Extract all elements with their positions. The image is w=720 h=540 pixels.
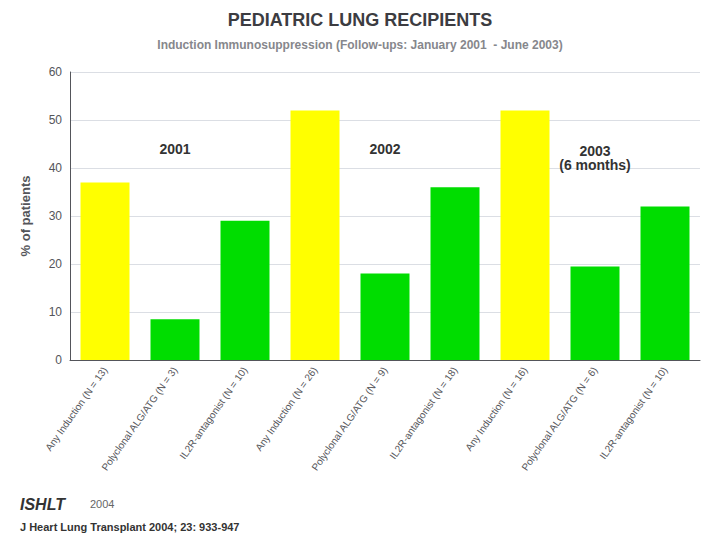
svg-text:60: 60 — [49, 65, 63, 79]
svg-text:% of patients: % of patients — [18, 176, 33, 257]
svg-text:Any Induction (N = 13): Any Induction (N = 13) — [43, 365, 109, 453]
svg-text:Polyclonal ALG/ATG (N = 6): Polyclonal ALG/ATG (N = 6) — [519, 365, 599, 473]
svg-text:Any Induction (N = 16): Any Induction (N = 16) — [463, 365, 529, 453]
svg-text:Polyclonal ALG/ATG (N = 3): Polyclonal ALG/ATG (N = 3) — [99, 365, 179, 473]
svg-text:10: 10 — [49, 305, 63, 319]
svg-text:(6 months): (6 months) — [559, 157, 631, 173]
svg-text:0: 0 — [55, 353, 62, 367]
svg-text:IL2R-antagonist (N = 10): IL2R-antagonist (N = 10) — [177, 365, 249, 461]
svg-text:2004: 2004 — [90, 498, 114, 510]
svg-text:Any Induction (N = 26): Any Induction (N = 26) — [253, 365, 319, 453]
svg-text:ISHLT: ISHLT — [20, 496, 66, 513]
svg-text:IL2R-antagonist (N = 10): IL2R-antagonist (N = 10) — [597, 365, 669, 461]
svg-text:2002: 2002 — [369, 141, 400, 157]
svg-text:Polyclonal ALG/ATG (N = 9): Polyclonal ALG/ATG (N = 9) — [309, 365, 389, 473]
svg-text:40: 40 — [49, 161, 63, 175]
svg-text:30: 30 — [49, 209, 63, 223]
svg-text:J Heart Lung Transplant 2004;: J Heart Lung Transplant 2004; 23: 933-94… — [20, 521, 239, 533]
svg-text:IL2R-antagonist (N = 18): IL2R-antagonist (N = 18) — [387, 365, 459, 461]
svg-text:PEDIATRIC LUNG RECIPIENTS: PEDIATRIC LUNG RECIPIENTS — [228, 10, 493, 30]
svg-text:20: 20 — [49, 257, 63, 271]
svg-text:50: 50 — [49, 113, 63, 127]
svg-text:Induction Immunosuppression (F: Induction Immunosuppression (Follow-ups:… — [157, 38, 562, 52]
svg-text:2003: 2003 — [579, 143, 611, 160]
svg-text:2001: 2001 — [159, 141, 190, 157]
